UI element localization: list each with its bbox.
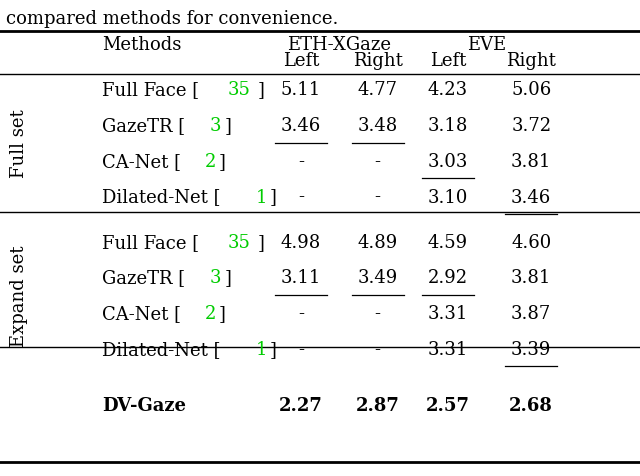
Text: 4.60: 4.60	[511, 234, 551, 252]
Text: -: -	[374, 188, 381, 207]
Text: 2: 2	[204, 305, 216, 323]
Text: -: -	[374, 341, 381, 359]
Text: CA-Net [: CA-Net [	[102, 153, 181, 171]
Text: Methods: Methods	[102, 36, 182, 54]
Text: Full set: Full set	[10, 109, 28, 178]
Text: compared methods for convenience.: compared methods for convenience.	[6, 10, 339, 29]
Text: -: -	[298, 153, 304, 171]
Text: GazeTR [: GazeTR [	[102, 117, 186, 135]
Text: 3.49: 3.49	[358, 269, 397, 288]
Text: Right: Right	[506, 52, 556, 70]
Text: 35: 35	[228, 81, 251, 99]
Text: 3.11: 3.11	[280, 269, 321, 288]
Text: 3.10: 3.10	[428, 188, 468, 207]
Text: DV-Gaze: DV-Gaze	[102, 397, 186, 415]
Text: 2.87: 2.87	[356, 397, 399, 415]
Text: 2.68: 2.68	[509, 397, 553, 415]
Text: -: -	[298, 188, 304, 207]
Text: 3.18: 3.18	[428, 117, 468, 135]
Text: Dilated-Net [: Dilated-Net [	[102, 341, 221, 359]
Text: CA-Net [: CA-Net [	[102, 305, 181, 323]
Text: ]: ]	[270, 341, 277, 359]
Text: 3: 3	[210, 269, 221, 288]
Text: 1: 1	[255, 188, 267, 207]
Text: 4.59: 4.59	[428, 234, 468, 252]
Text: 3.03: 3.03	[428, 153, 468, 171]
Text: 2.27: 2.27	[279, 397, 323, 415]
Text: Left: Left	[283, 52, 319, 70]
Text: Full Face [: Full Face [	[102, 234, 200, 252]
Text: 3: 3	[210, 117, 221, 135]
Text: 35: 35	[228, 234, 251, 252]
Text: 2.92: 2.92	[428, 269, 468, 288]
Text: 4.77: 4.77	[358, 81, 397, 99]
Text: -: -	[298, 305, 304, 323]
Text: 5.11: 5.11	[281, 81, 321, 99]
Text: 3.87: 3.87	[511, 305, 551, 323]
Text: EVE: EVE	[467, 36, 506, 54]
Text: 3.39: 3.39	[511, 341, 552, 359]
Text: 3.81: 3.81	[511, 153, 552, 171]
Text: 3.46: 3.46	[511, 188, 551, 207]
Text: 1: 1	[255, 341, 267, 359]
Text: 4.98: 4.98	[281, 234, 321, 252]
Text: ]: ]	[219, 305, 226, 323]
Text: ]: ]	[225, 117, 232, 135]
Text: 4.89: 4.89	[358, 234, 397, 252]
Text: -: -	[374, 153, 381, 171]
Text: ]: ]	[257, 81, 264, 99]
Text: 5.06: 5.06	[511, 81, 551, 99]
Text: 4.23: 4.23	[428, 81, 468, 99]
Text: ]: ]	[219, 153, 226, 171]
Text: 2: 2	[204, 153, 216, 171]
Text: 3.31: 3.31	[428, 305, 468, 323]
Text: Full Face [: Full Face [	[102, 81, 200, 99]
Text: Right: Right	[353, 52, 403, 70]
Text: 2.57: 2.57	[426, 397, 470, 415]
Text: 3.31: 3.31	[428, 341, 468, 359]
Text: 3.81: 3.81	[511, 269, 552, 288]
Text: GazeTR [: GazeTR [	[102, 269, 186, 288]
Text: Left: Left	[430, 52, 466, 70]
Text: Dilated-Net [: Dilated-Net [	[102, 188, 221, 207]
Text: ]: ]	[257, 234, 264, 252]
Text: Expand set: Expand set	[10, 246, 28, 347]
Text: ]: ]	[270, 188, 277, 207]
Text: ]: ]	[225, 269, 232, 288]
Text: 3.72: 3.72	[511, 117, 551, 135]
Text: 3.46: 3.46	[281, 117, 321, 135]
Text: -: -	[374, 305, 381, 323]
Text: -: -	[298, 341, 304, 359]
Text: 3.48: 3.48	[358, 117, 397, 135]
Text: ETH-XGaze: ETH-XGaze	[287, 36, 391, 54]
